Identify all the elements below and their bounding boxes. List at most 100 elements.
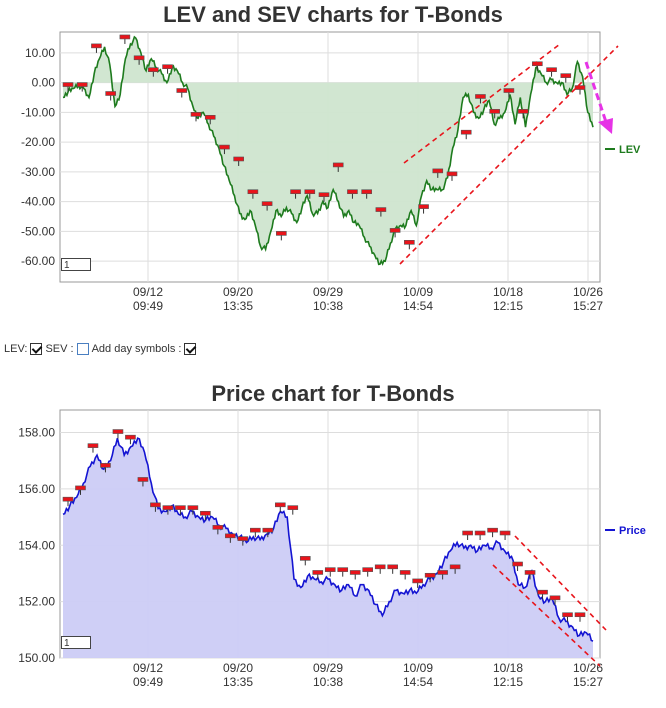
x-tick-date: 09/29 [313, 285, 343, 299]
day-marker [437, 570, 448, 580]
y-tick-label: 10.00 [25, 46, 55, 60]
day-marker [424, 572, 436, 583]
day-marker [237, 536, 249, 546]
day-marker [460, 129, 472, 140]
x-tick-time: 12:15 [493, 675, 523, 689]
x-tick-date: 10/18 [493, 661, 523, 675]
x-tick-date: 09/20 [223, 285, 253, 299]
trend-line-upper [403, 43, 561, 164]
plot-area [59, 409, 601, 659]
x-tick-time: 12:15 [493, 299, 523, 313]
day-marker [349, 570, 361, 580]
day-marker [404, 240, 415, 250]
day-marker [247, 189, 259, 199]
series-area [63, 438, 593, 658]
day-marker [190, 112, 202, 122]
day-marker [112, 429, 124, 439]
day-marker [119, 34, 131, 44]
y-tick-label: 152.00 [18, 595, 55, 609]
day-marker [137, 477, 149, 487]
day-marker [387, 564, 398, 574]
y-tick-label: 150.00 [18, 651, 55, 665]
day-marker [449, 564, 461, 574]
x-tick-time: 15:27 [573, 299, 603, 313]
sev-checkbox[interactable] [76, 343, 89, 355]
x-tick-date: 10/26 [573, 661, 603, 675]
day-marker [304, 189, 316, 199]
day-marker [299, 556, 311, 566]
x-tick-time: 15:27 [573, 675, 603, 689]
day-marker [375, 207, 387, 217]
day-marker [75, 485, 86, 495]
day-marker [148, 67, 159, 77]
day-marker [332, 162, 344, 172]
day-marker [312, 570, 324, 580]
x-tick-date: 09/20 [223, 661, 253, 675]
sev-label: SEV : [45, 343, 74, 355]
day-marker [546, 67, 557, 77]
day-marker [261, 201, 273, 211]
series-line [62, 35, 594, 266]
day-marker [324, 567, 336, 577]
day-marker [347, 189, 358, 199]
x-tick-date: 10/26 [573, 285, 603, 299]
day-marker [87, 443, 99, 453]
day-marker [133, 55, 145, 65]
day-marker [290, 189, 301, 199]
y-tick-label: -10.00 [21, 105, 55, 119]
x-tick-time: 09:49 [133, 675, 163, 689]
y-tick-label: 158.00 [18, 426, 55, 440]
lev-zoom-box[interactable]: 1 [61, 258, 91, 271]
price-trend-upper [514, 535, 607, 631]
x-tick-time: 10:38 [313, 299, 343, 313]
lev-chart: 10.00 0.00 -10.00 -20.00 -30.00 -40.00 -50.00 -… [21, 31, 641, 313]
day-marker [176, 88, 188, 98]
day-marker [446, 171, 458, 181]
x-tick-date: 09/12 [133, 285, 163, 299]
day-marker [187, 505, 199, 515]
price-chart-title: Price chart for T-Bonds [211, 381, 455, 406]
day-symbols-checkbox[interactable] [184, 343, 197, 355]
y-tick-label: -30.00 [21, 165, 55, 179]
series-area [63, 38, 593, 265]
day-marker [517, 109, 529, 119]
day-marker [475, 94, 486, 104]
day-marker [499, 530, 511, 540]
day-marker [362, 567, 374, 577]
day-marker [432, 168, 444, 178]
forecast-arrow-head [598, 118, 613, 134]
day-marker [489, 109, 500, 119]
day-marker [250, 527, 261, 538]
x-tick-time: 14:54 [403, 675, 433, 689]
day-marker [162, 64, 173, 74]
x-tick-date: 10/18 [493, 285, 523, 299]
day-marker [105, 91, 116, 101]
chart-controls: LEV: SEV : Add day symbols : [4, 343, 197, 355]
legend-label: LEV [619, 144, 641, 156]
day-marker [62, 82, 74, 92]
y-tick-label: 0.00 [32, 76, 56, 90]
day-marker [487, 527, 498, 538]
x-tick-date: 09/29 [313, 661, 343, 675]
x-tick-time: 14:54 [403, 299, 433, 313]
x-tick-date: 10/09 [403, 661, 433, 675]
x-tick-time: 10:38 [313, 675, 343, 689]
day-marker [91, 43, 102, 53]
y-tick-label: -40.00 [21, 195, 55, 209]
day-marker [318, 192, 330, 202]
x-tick-date: 09/12 [133, 661, 163, 675]
price-zoom-box[interactable]: 1 [61, 636, 91, 649]
day-marker [100, 463, 111, 473]
day-symbols-label: Add day symbols : [91, 343, 182, 355]
day-marker [337, 567, 349, 577]
day-marker [474, 530, 486, 540]
y-tick-label: -20.00 [21, 135, 55, 149]
day-marker [361, 189, 372, 199]
day-marker [274, 502, 286, 512]
day-marker [562, 612, 573, 622]
x-tick-time: 09:49 [133, 299, 163, 313]
day-marker [276, 231, 287, 241]
x-tick-time: 13:35 [223, 675, 253, 689]
lev-checkbox[interactable] [30, 343, 43, 355]
day-marker [462, 530, 473, 540]
